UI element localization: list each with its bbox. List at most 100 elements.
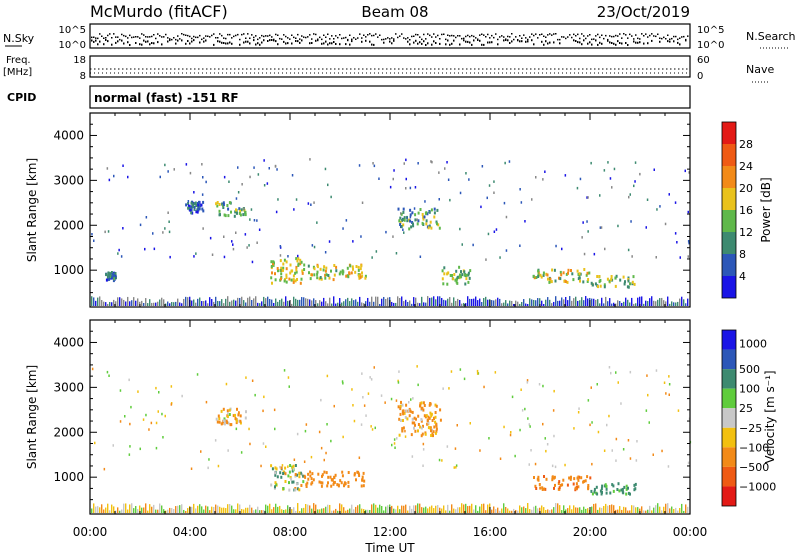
power-cell	[572, 278, 575, 282]
velocity-sparse-cell	[687, 506, 689, 513]
noise-point	[373, 34, 375, 37]
power-sparse-cell	[279, 254, 282, 257]
velocity-cell	[282, 472, 285, 475]
velocity-sparse-cell	[295, 510, 297, 513]
velocity-cell	[336, 483, 339, 487]
colorbar-tick-label: −100	[739, 441, 769, 454]
velocity-sparse-cell	[587, 399, 590, 402]
noise-point	[659, 37, 661, 39]
x-tick-label: 16:00	[473, 525, 508, 539]
velocity-sparse-cell	[647, 509, 649, 513]
velocity-sparse-cell	[309, 505, 311, 513]
power-cell	[399, 220, 402, 224]
power-sparse-cell	[499, 298, 501, 306]
noise-point	[255, 43, 257, 46]
velocity-cell	[612, 489, 615, 493]
velocity-sparse-cell	[579, 507, 581, 513]
noise-point	[483, 43, 485, 46]
velocity-cell	[408, 414, 411, 418]
power-cell	[603, 283, 606, 287]
velocity-cell	[417, 414, 420, 418]
velocity-sparse-cell	[135, 505, 137, 513]
velocity-sparse-cell	[519, 428, 521, 432]
velocity-sparse-cell	[367, 392, 370, 395]
power-cell	[242, 213, 245, 217]
noise-point	[305, 36, 307, 39]
velocity-sparse-cell	[297, 503, 299, 513]
power-sparse-cell	[97, 297, 99, 306]
noise-point	[123, 34, 125, 37]
power-cell	[358, 276, 361, 280]
velocity-sparse-cell	[275, 503, 277, 513]
power-sparse-cell	[351, 298, 353, 306]
velocity-sparse-cell	[585, 508, 587, 513]
power-sparse-cell	[623, 301, 625, 306]
velocity-sparse-cell	[545, 509, 547, 513]
velocity-sparse-cell	[185, 510, 187, 513]
velocity-sparse-cell	[164, 414, 166, 418]
velocity-cell	[413, 416, 416, 420]
velocity-sparse-cell	[311, 508, 313, 513]
velocity-sparse-cell	[577, 411, 580, 414]
noise-point	[429, 34, 431, 37]
power-cell	[198, 207, 201, 211]
power-sparse-cell	[505, 215, 508, 219]
noise-point	[385, 38, 387, 40]
noise-point	[543, 35, 545, 37]
velocity-sparse-cell	[629, 457, 632, 460]
power-sparse-cell	[446, 161, 448, 164]
power-cell	[236, 211, 238, 215]
power-sparse-cell	[307, 298, 309, 306]
velocity-sparse-cell	[91, 508, 93, 513]
velocity-sparse-cell	[494, 371, 497, 374]
power-sparse-cell	[523, 299, 525, 306]
power-sparse-cell	[153, 302, 155, 306]
power-cell	[449, 274, 452, 277]
power-cell	[290, 278, 293, 282]
power-cell	[417, 219, 420, 223]
noise-point	[555, 33, 557, 35]
noise-point	[109, 33, 111, 35]
power-sparse-cell	[217, 300, 219, 306]
velocity-sparse-cell	[203, 509, 205, 513]
noise-point	[413, 41, 415, 44]
power-sparse-cell	[164, 163, 166, 167]
velocity-cell	[327, 475, 330, 479]
noise-point	[103, 37, 105, 39]
velocity-cell	[605, 491, 608, 495]
velocity-cell	[300, 484, 303, 487]
velocity-sparse-cell	[360, 423, 363, 426]
noise-point	[447, 34, 449, 36]
velocity-sparse-cell	[463, 504, 465, 513]
noise-right-label: N.Search	[746, 30, 796, 43]
velocity-sparse-cell	[607, 505, 609, 513]
noise-point	[299, 38, 301, 40]
power-sparse-cell	[95, 300, 97, 306]
velocity-cell	[419, 404, 422, 408]
velocity-cell	[234, 413, 236, 417]
power-sparse-cell	[347, 297, 349, 306]
velocity-cell	[402, 412, 405, 416]
power-cell	[409, 219, 412, 223]
power-sparse-cell	[465, 303, 467, 306]
velocity-sparse-cell	[214, 439, 217, 442]
noise-point	[129, 44, 131, 46]
power-sparse-cell	[653, 300, 655, 306]
power-sparse-cell	[375, 250, 378, 253]
velocity-sparse-cell	[503, 425, 505, 429]
power-cell	[627, 285, 630, 289]
power-sparse-cell	[684, 169, 686, 173]
power-sparse-cell	[359, 296, 361, 306]
noise-point	[527, 38, 529, 41]
power-sparse-cell	[324, 251, 327, 254]
noise-point	[679, 43, 681, 46]
velocity-cell	[294, 474, 297, 478]
power-sparse-cell	[195, 302, 197, 306]
noise-point	[499, 36, 501, 38]
colorbar-tick-label: 12	[739, 226, 753, 239]
velocity-sparse-cell	[233, 509, 235, 513]
power-sparse-cell	[232, 243, 234, 246]
power-sparse-cell	[235, 231, 237, 234]
power-sparse-cell	[120, 255, 123, 258]
power-sparse-cell	[673, 302, 675, 306]
